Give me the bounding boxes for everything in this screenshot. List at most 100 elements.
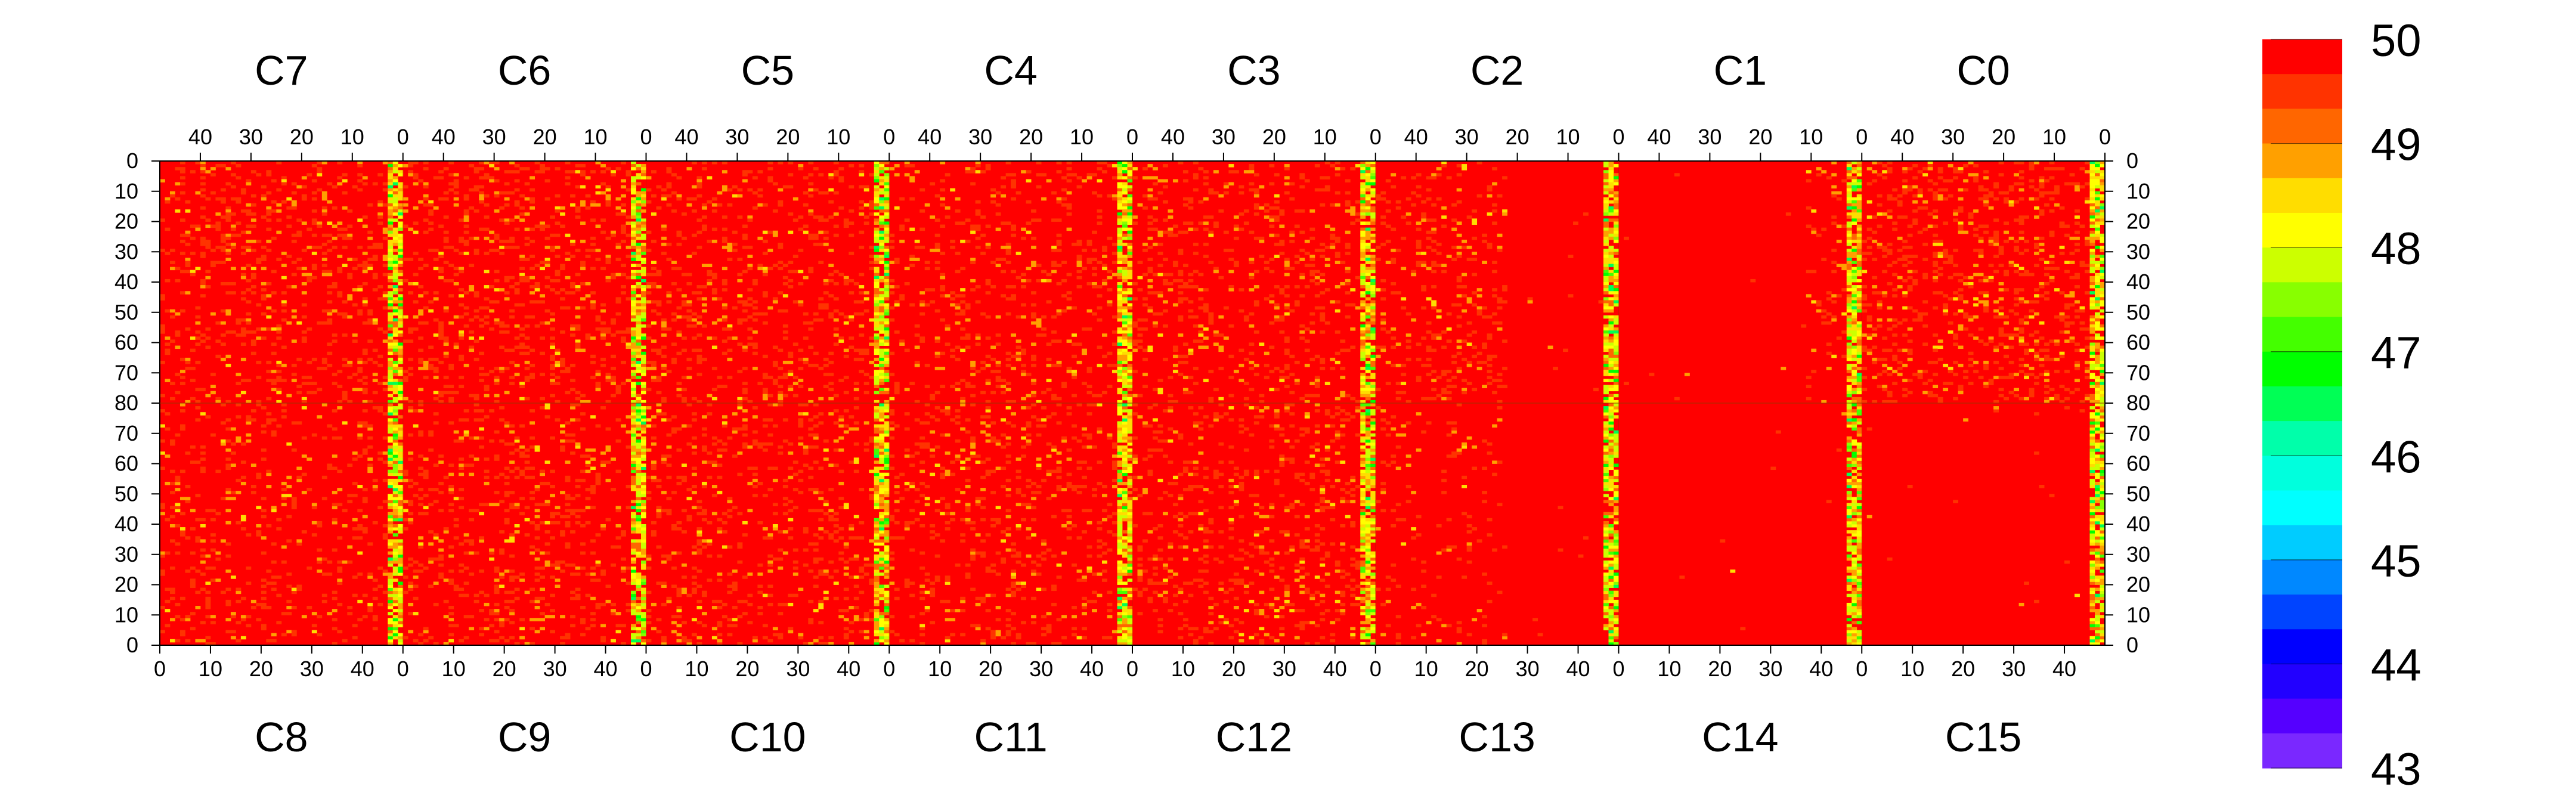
- heatmap-cell: [631, 530, 636, 534]
- heatmap-cell: [884, 270, 890, 274]
- heatmap-cell: [874, 170, 880, 174]
- heatmap-cell: [398, 360, 404, 364]
- heatmap-cell: [438, 557, 444, 561]
- heatmap-cell: [195, 590, 201, 595]
- heatmap-cell: [266, 191, 272, 195]
- heatmap-cell: [398, 466, 404, 470]
- heatmap-cell: [398, 572, 404, 576]
- heatmap-cell: [200, 457, 206, 461]
- heatmap-cell: [732, 243, 738, 246]
- heatmap-cell: [874, 267, 880, 271]
- heatmap-cell: [388, 173, 394, 177]
- heatmap-cell: [874, 194, 880, 198]
- heatmap-cell: [519, 206, 525, 210]
- heatmap-cell: [656, 351, 662, 355]
- heatmap-cell: [701, 481, 707, 485]
- heatmap-cell: [874, 500, 880, 503]
- heatmap-cell: [621, 227, 626, 231]
- heatmap-cell: [236, 233, 242, 237]
- heatmap-cell: [641, 533, 646, 537]
- heatmap-cell: [772, 466, 778, 470]
- heatmap-cell: [636, 273, 642, 277]
- heatmap-cell: [636, 227, 642, 231]
- heatmap-cell: [889, 306, 895, 310]
- heatmap-cell: [479, 590, 485, 595]
- heatmap-cell: [544, 275, 550, 280]
- heatmap-cell: [782, 185, 788, 189]
- heatmap-cell: [499, 548, 505, 552]
- heatmap-cell: [337, 312, 343, 316]
- heatmap-cell: [874, 258, 880, 261]
- heatmap-cell: [494, 209, 500, 213]
- heatmap-cell: [392, 288, 398, 292]
- heatmap-cell: [534, 224, 540, 228]
- heatmap-cell: [332, 466, 338, 470]
- heatmap-cell: [879, 200, 885, 204]
- heatmap-cell: [175, 209, 181, 213]
- heatmap-cell: [438, 224, 444, 228]
- heatmap-cell: [250, 291, 256, 295]
- heatmap-cell: [874, 448, 880, 452]
- heatmap-cell: [301, 472, 307, 476]
- heatmap-cell: [484, 602, 490, 606]
- heatmap-cell: [200, 333, 206, 337]
- heatmap-cell: [377, 382, 383, 385]
- heatmap-cell: [388, 481, 394, 485]
- heatmap-cell: [169, 339, 175, 343]
- heatmap-cell: [828, 249, 834, 252]
- heatmap-cell: [752, 306, 758, 310]
- heatmap-cell: [884, 618, 890, 621]
- heatmap-cell: [388, 436, 394, 440]
- heatmap-cell: [250, 170, 256, 174]
- heatmap-cell: [575, 418, 581, 422]
- heatmap-cell: [631, 188, 636, 192]
- heatmap-cell: [433, 642, 439, 646]
- heatmap-cell: [195, 360, 201, 364]
- heatmap-cell: [671, 566, 677, 570]
- heatmap-cell: [459, 418, 465, 422]
- heatmap-cell: [778, 200, 784, 204]
- heatmap-cell: [711, 599, 717, 603]
- heatmap-cell: [281, 318, 287, 322]
- heatmap-cell: [615, 506, 621, 510]
- heatmap-cell: [828, 488, 834, 491]
- heatmap-cell: [220, 497, 226, 500]
- heatmap-cell: [337, 267, 343, 271]
- heatmap-cell: [342, 639, 348, 643]
- heatmap-cell: [169, 524, 175, 528]
- heatmap-cell: [377, 506, 383, 510]
- heatmap-cell: [459, 336, 465, 340]
- heatmap-cell: [524, 351, 530, 355]
- heatmap-cell: [879, 596, 885, 600]
- heatmap-cell: [453, 282, 459, 286]
- heatmap-cell: [686, 318, 692, 322]
- heatmap-cell: [889, 233, 895, 237]
- heatmap-cell: [240, 246, 246, 249]
- heatmap-cell: [398, 239, 404, 243]
- heatmap-cell: [296, 475, 302, 479]
- heatmap-cell: [388, 406, 394, 410]
- heatmap-cell: [849, 536, 854, 540]
- heatmap-cell: [479, 351, 485, 355]
- heatmap-cell: [641, 418, 646, 422]
- heatmap-cell: [874, 364, 880, 367]
- heatmap-cell: [321, 206, 327, 210]
- heatmap-cell: [788, 593, 794, 598]
- heatmap-cell: [463, 218, 469, 222]
- heatmap-cell: [190, 566, 196, 570]
- heatmap-cell: [636, 364, 642, 367]
- heatmap-cell: [884, 191, 890, 195]
- heatmap-cell: [727, 436, 733, 440]
- heatmap-cell: [782, 503, 788, 506]
- heatmap-cell: [398, 475, 404, 479]
- heatmap-cell: [489, 609, 495, 612]
- heatmap-cell: [514, 291, 520, 295]
- heatmap-cell: [838, 609, 844, 612]
- heatmap-cell: [443, 342, 449, 346]
- heatmap-cell: [762, 230, 768, 234]
- heatmap-cell: [504, 518, 510, 522]
- heatmap-cell: [337, 233, 343, 237]
- heatmap-cell: [621, 224, 626, 228]
- heatmap-cell: [884, 373, 890, 376]
- heatmap-cell: [615, 258, 621, 261]
